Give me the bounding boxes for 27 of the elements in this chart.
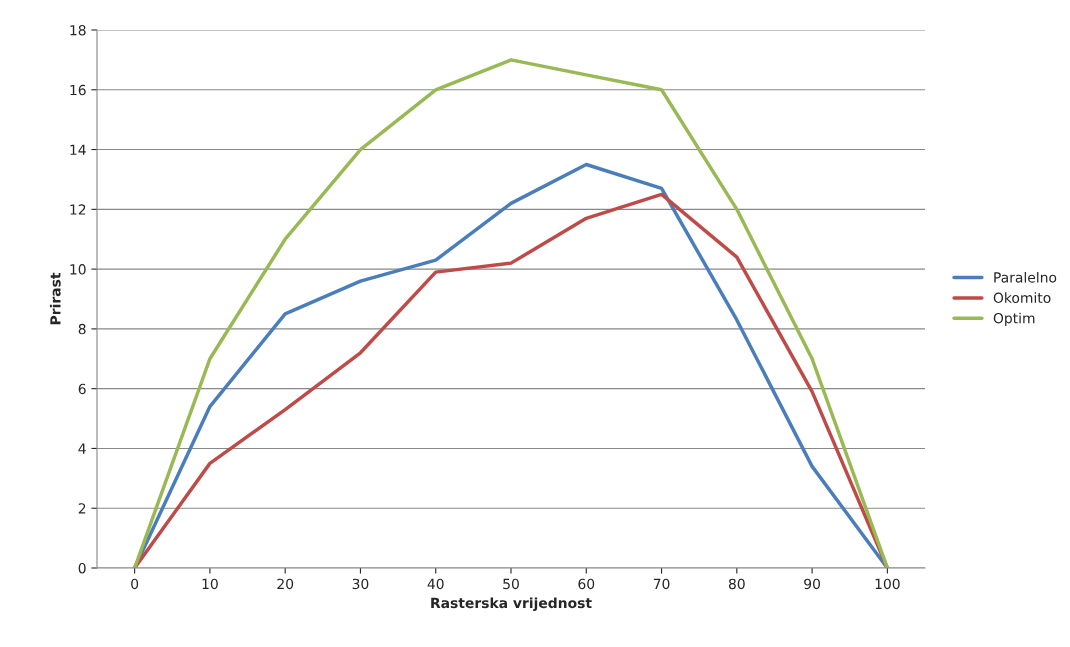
y-tick-label: 12 (70, 204, 86, 215)
x-tick-label: 90 (804, 578, 821, 590)
legend-label: Optim (993, 312, 1035, 327)
y-tick-label: 2 (78, 503, 86, 514)
x-tick-label: 20 (277, 578, 294, 590)
x-tick-label: 80 (728, 578, 745, 590)
y-tick-label: 16 (70, 84, 86, 96)
legend-label: Paralelno (994, 271, 1057, 283)
y-axis-title: Prirast (49, 272, 61, 325)
x-tick-label: 50 (503, 578, 519, 590)
x-tick-label: 100 (875, 578, 900, 590)
x-axis-title: Rasterska vrijednost (431, 597, 592, 611)
y-tick-label: 18 (70, 24, 86, 36)
legend-label: Okomito (993, 292, 1051, 304)
x-tick-label: 70 (653, 578, 670, 590)
x-tick-label: 10 (202, 578, 218, 590)
line-series (132, 58, 890, 568)
y-tick-label: 6 (78, 383, 86, 395)
x-tick-label: 30 (352, 578, 369, 590)
x-tick-label: 0 (131, 578, 139, 590)
y-tick-label: 0 (78, 562, 86, 574)
x-tick-label: 40 (427, 578, 444, 590)
y-tick-label: 4 (78, 443, 86, 454)
x-tick-label: 60 (578, 578, 595, 590)
y-tick-label: 10 (70, 264, 86, 275)
y-tick-label: 8 (78, 323, 86, 335)
y-tick-label: 14 (70, 144, 86, 155)
